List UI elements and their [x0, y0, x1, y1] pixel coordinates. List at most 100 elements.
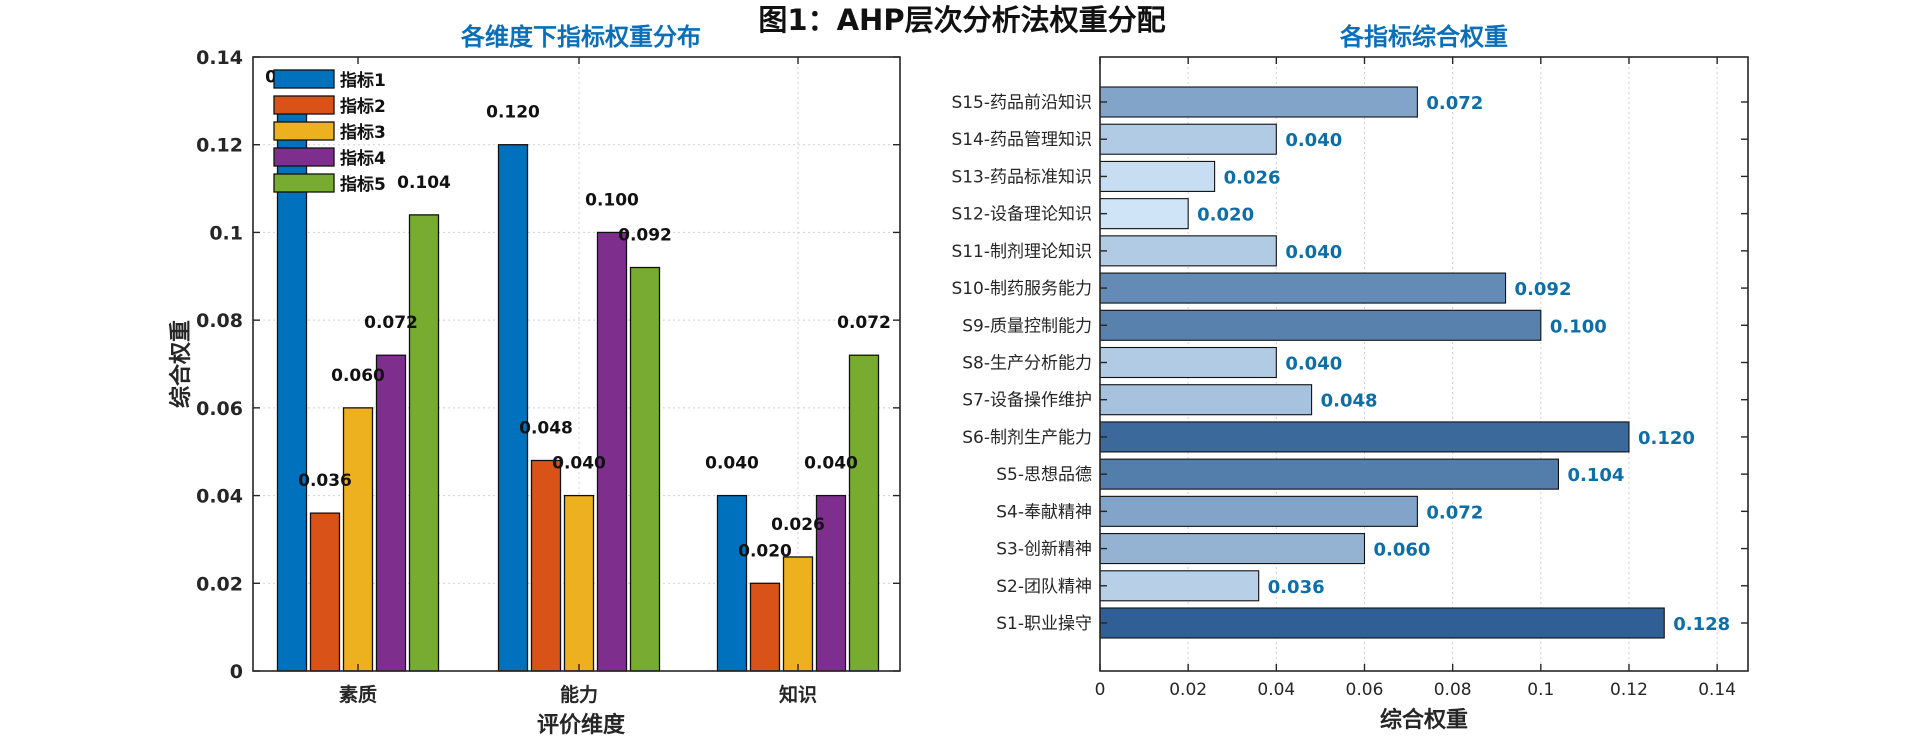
- left-bar-value-label: 0.020: [738, 541, 792, 561]
- legend-label: 指标2: [340, 96, 386, 117]
- right-bar-value-label: 0.040: [1285, 130, 1342, 151]
- right-bar-value-label: 0.060: [1373, 540, 1430, 561]
- right-bar-value-label: 0.040: [1285, 242, 1342, 263]
- left-bar-素质-指标4: [375, 354, 407, 672]
- left-bar-value-label: 0.120: [486, 103, 540, 123]
- left-bar-能力-指标4: [596, 231, 628, 672]
- right-bar-value-label: 0.120: [1638, 428, 1695, 449]
- right-bar-S7-设备操作维护: [1099, 384, 1313, 416]
- left-bar-value-label: 0.072: [364, 313, 418, 333]
- left-x-tick-label: 素质: [339, 683, 377, 706]
- right-category-label: S1-职业操守: [996, 614, 1092, 634]
- right-category-label: S7-设备操作维护: [962, 391, 1092, 411]
- left-chart-title: 各维度下指标权重分布: [460, 23, 701, 51]
- left-bar-value-label: 0.040: [705, 454, 759, 474]
- left-bar-value-label: 0.072: [837, 313, 891, 333]
- right-x-tick-label: 0.1: [1527, 680, 1554, 700]
- left-y-tick-label: 0.12: [196, 135, 243, 157]
- right-bar-S2-团队精神: [1099, 570, 1260, 602]
- right-gridlines: [1187, 57, 1718, 671]
- right-category-label: S8-生产分析能力: [962, 354, 1092, 374]
- right-chart: 各指标综合权重 0.1280.0360.0600.0720.1040.1200.…: [951, 23, 1749, 733]
- right-x-tick-label: 0.06: [1346, 680, 1384, 700]
- right-category-label: S10-制药服务能力: [951, 279, 1092, 299]
- left-y-tick-label: 0.06: [196, 398, 243, 420]
- legend-label: 指标3: [340, 122, 386, 143]
- left-bar-value-label: 0.100: [585, 190, 639, 210]
- right-bar-S15-药品前沿知识: [1099, 86, 1418, 118]
- right-category-label: S9-质量控制能力: [962, 316, 1092, 336]
- right-x-tick-label: 0.08: [1434, 680, 1472, 700]
- right-category-label: S11-制剂理论知识: [951, 242, 1092, 262]
- right-bar-value-label: 0.026: [1224, 167, 1281, 188]
- right-category-label: S13-药品标准知识: [951, 167, 1092, 187]
- left-chart: 各维度下指标权重分布 0.1280.0360.0600.0720.1040.12…: [168, 23, 901, 738]
- left-bar-value-label: 0.092: [618, 226, 672, 246]
- right-bar-value-label: 0.036: [1268, 577, 1325, 598]
- right-category-label: S15-药品前沿知识: [951, 93, 1092, 113]
- right-category-label: S14-药品管理知识: [951, 130, 1092, 150]
- right-bar-S14-药品管理知识: [1099, 123, 1277, 155]
- right-x-tick-label: 0.14: [1698, 680, 1736, 700]
- right-category-label: S4-奉献精神: [996, 502, 1092, 522]
- right-category-label: S12-设备理论知识: [951, 205, 1092, 225]
- right-category-label: S2-团队精神: [996, 577, 1092, 597]
- left-y-axis-label: 综合权重: [168, 320, 194, 408]
- legend-swatch-指标2: [273, 95, 335, 115]
- left-y-tick-label: 0.04: [196, 486, 243, 508]
- right-bar-value-label: 0.128: [1673, 614, 1730, 635]
- left-bar-value-label: 0.060: [331, 366, 385, 386]
- right-bar-value-label: 0.100: [1550, 316, 1607, 337]
- left-y-tick-label: 0: [230, 661, 243, 683]
- right-bar-value-label: 0.072: [1426, 502, 1483, 523]
- left-bar-value-label: 0.026: [771, 515, 825, 535]
- left-y-ticks: 0 0.02 0.04 0.06 0.08 0.1 0.12 0.14: [196, 47, 900, 683]
- left-x-ticks: 素质 能力 知识: [339, 57, 817, 706]
- left-x-tick-label: 知识: [779, 683, 817, 706]
- right-bar-value-label: 0.020: [1197, 205, 1254, 226]
- left-y-tick-label: 0.1: [209, 222, 243, 244]
- left-bar-能力-指标2: [530, 459, 562, 672]
- right-bar-S3-创新精神: [1099, 533, 1366, 565]
- left-y-tick-label: 0.14: [196, 47, 243, 69]
- right-bar-S12-设备理论知识: [1099, 198, 1189, 230]
- right-x-tick-label: 0.02: [1169, 680, 1207, 700]
- left-y-tick-label: 0.02: [196, 573, 243, 595]
- right-bar-S9-质量控制能力: [1099, 309, 1542, 341]
- left-bar-知识-指标2: [749, 582, 781, 672]
- right-category-label: S3-创新精神: [996, 540, 1092, 560]
- right-chart-title: 各指标综合权重: [1339, 23, 1508, 51]
- legend-label: 指标5: [340, 174, 386, 195]
- legend-swatch-指标4: [273, 147, 335, 167]
- right-bar-S1-职业操守: [1099, 607, 1665, 639]
- right-bar-value-label: 0.040: [1285, 354, 1342, 375]
- left-bar-能力-指标3: [563, 494, 595, 672]
- right-bar-value-label: 0.072: [1426, 93, 1483, 114]
- left-bar-value-label: 0.104: [397, 173, 451, 193]
- right-category-label: S5-思想品德: [996, 465, 1092, 485]
- legend-label: 指标4: [340, 148, 386, 169]
- right-category-labels: S1-职业操守 S2-团队精神 S3-创新精神 S4-奉献精神 S5-思想品德 S6-制剂…: [951, 93, 1748, 634]
- left-bar-知识-指标1: [716, 494, 748, 672]
- right-bar-value-label: 0.048: [1321, 391, 1378, 412]
- right-bar-S6-制剂生产能力: [1099, 421, 1630, 453]
- right-bar-S4-奉献精神: [1099, 495, 1418, 527]
- left-legend: 指标1 指标2 指标3 指标4 指标5: [273, 69, 386, 195]
- left-bar-value-label: 0.048: [519, 418, 573, 438]
- left-bar-素质-指标3: [342, 407, 374, 672]
- left-bar-能力-指标5: [629, 266, 661, 672]
- right-bar-value-label: 0.104: [1567, 465, 1624, 486]
- legend-label: 指标1: [340, 70, 386, 91]
- left-bar-素质-指标5: [408, 214, 440, 672]
- figure-title: 图1：AHP层次分析法权重分配: [758, 3, 1165, 37]
- right-bar-S13-药品标准知识: [1099, 160, 1216, 192]
- legend-swatch-指标5: [273, 173, 335, 193]
- right-x-tick-label: 0: [1095, 680, 1106, 700]
- left-x-axis-label: 评价维度: [537, 712, 626, 738]
- left-y-tick-label: 0.08: [196, 310, 243, 332]
- right-x-tick-label: 0.12: [1610, 680, 1648, 700]
- right-bar-S5-思想品德: [1099, 458, 1559, 490]
- right-x-axis-label: 综合权重: [1380, 707, 1468, 733]
- right-value-labels: 0.128 0.036 0.060 0.072 0.104 0.120 0.048 0.040…: [1197, 93, 1730, 635]
